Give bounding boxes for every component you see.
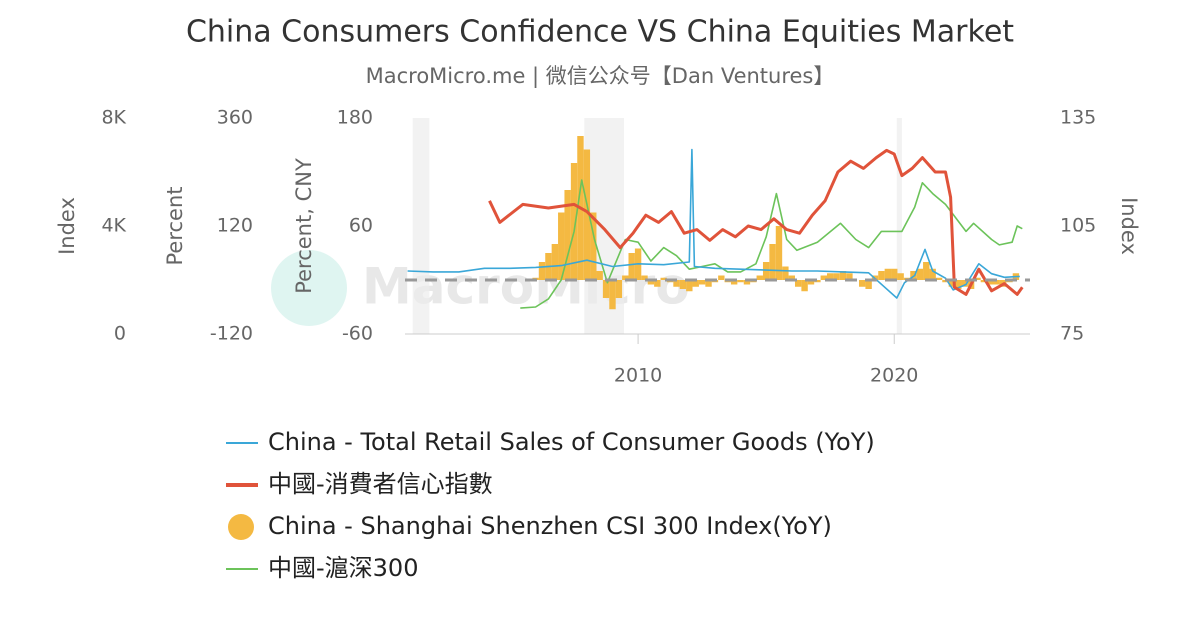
bar [955, 280, 962, 289]
bar [762, 262, 770, 280]
bar [718, 275, 725, 280]
bar [654, 280, 661, 287]
legend-label: China - Shanghai Shenzhen CSI 300 Index(… [268, 512, 832, 540]
bar [615, 280, 623, 298]
bar [698, 280, 706, 285]
bar [897, 273, 904, 280]
bar [583, 149, 591, 280]
bar [961, 280, 968, 287]
bar [596, 271, 603, 280]
bar [609, 280, 616, 310]
chart-subtitle: MacroMicro.me | 微信公众号【Dan Ventures】 [366, 64, 835, 89]
bar [865, 280, 872, 289]
bar [538, 262, 546, 280]
bar [782, 266, 789, 280]
shaded-period [896, 118, 902, 334]
bar [679, 280, 687, 289]
y-tick-label: -120 [210, 323, 253, 345]
y-tick-label: -60 [342, 323, 373, 345]
bar [570, 163, 578, 280]
bar [756, 275, 763, 280]
y-tick-label: 105 [1060, 215, 1096, 237]
bar [839, 271, 847, 280]
bar [558, 212, 565, 280]
x-tick-label: 2020 [870, 365, 918, 387]
y-axis-title: Percent [163, 186, 187, 265]
bar [833, 273, 840, 280]
line [488, 148, 1024, 296]
bar [794, 280, 802, 287]
bar [993, 280, 1000, 285]
legend-marker [228, 514, 254, 540]
bar [878, 271, 885, 280]
legend-label: China - Total Retail Sales of Consumer G… [268, 428, 875, 456]
bar [948, 280, 956, 287]
bar [660, 277, 667, 280]
y-tick-label: 8K [101, 107, 126, 129]
bar [929, 268, 936, 280]
y-axis-title: Index [55, 197, 79, 255]
legend-label: 中國-滬深300 [268, 554, 418, 582]
bar [641, 275, 648, 280]
y-tick-label: 0 [114, 323, 126, 345]
y-tick-label: 135 [1060, 107, 1096, 129]
y-axis-title: Percent, CNY [292, 158, 316, 294]
line [520, 179, 1023, 309]
watermark-logo [271, 250, 347, 326]
bar [622, 275, 629, 280]
bar [730, 280, 738, 285]
bar [602, 280, 610, 298]
bar [859, 280, 866, 287]
y-tick-label: 75 [1060, 323, 1084, 345]
bar [686, 280, 693, 292]
bar [987, 280, 994, 285]
bar [884, 268, 892, 280]
bar [628, 253, 635, 280]
y-tick-label: 360 [217, 107, 253, 129]
shaded-period [412, 118, 430, 334]
y-axis-title: Index [1117, 197, 1141, 255]
x-tick-label: 2010 [614, 365, 662, 387]
legend-label: 中國-消費者信心指數 [268, 470, 493, 498]
y-tick-label: 60 [349, 215, 373, 237]
bar [551, 244, 559, 280]
bar [923, 262, 930, 280]
bar [737, 280, 744, 283]
y-tick-label: 180 [337, 107, 373, 129]
bar [769, 244, 776, 280]
bar [801, 280, 808, 292]
bar [980, 280, 988, 283]
bar [935, 277, 943, 280]
chart-title: China Consumers Confidence VS China Equi… [186, 15, 1014, 50]
bar [705, 280, 712, 287]
bar [916, 268, 924, 280]
bar [743, 280, 751, 285]
bar [891, 268, 898, 280]
bar [827, 273, 834, 280]
y-tick-label: 4K [101, 215, 126, 237]
bar [846, 273, 853, 280]
bar [775, 226, 783, 280]
bar [673, 280, 680, 287]
y-tick-label: 120 [217, 215, 253, 237]
bar [974, 277, 981, 280]
bar [647, 280, 655, 285]
line [407, 148, 1020, 299]
bar [820, 275, 828, 280]
bar [814, 280, 821, 283]
bar [788, 275, 795, 280]
bar [807, 280, 815, 285]
bar [692, 280, 699, 287]
bar [590, 212, 597, 280]
bar [564, 190, 571, 280]
